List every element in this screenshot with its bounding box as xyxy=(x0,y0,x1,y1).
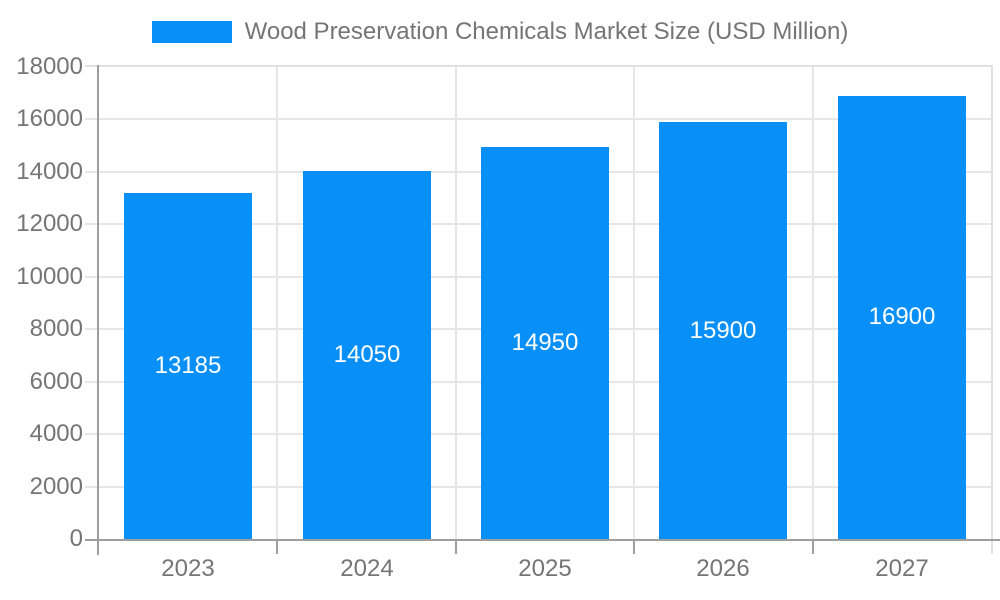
x-grid-line xyxy=(633,67,635,539)
x-tick-label: 2024 xyxy=(340,555,394,582)
x-tick xyxy=(276,541,278,554)
bar-value-label: 16900 xyxy=(868,303,936,330)
x-tick xyxy=(633,541,635,554)
bar-2025 xyxy=(481,147,609,539)
bar-2024 xyxy=(303,171,431,539)
plot-border-right xyxy=(991,65,993,554)
legend: Wood Preservation Chemicals Market Size … xyxy=(0,18,1000,46)
x-grid-line xyxy=(276,67,278,539)
legend-label: Wood Preservation Chemicals Market Size … xyxy=(244,18,849,45)
x-grid-line xyxy=(455,67,457,539)
x-axis-line xyxy=(85,539,1000,541)
y-tick-label: 2000 xyxy=(29,473,83,500)
bar-value-label: 15900 xyxy=(689,317,757,344)
y-tick-label: 0 xyxy=(69,525,83,552)
x-tick xyxy=(455,541,457,554)
y-tick-label: 18000 xyxy=(16,53,83,80)
x-tick-label: 2025 xyxy=(518,555,572,582)
plot-border-top xyxy=(85,65,993,67)
y-tick-label: 8000 xyxy=(29,315,83,342)
bar-value-label: 14950 xyxy=(511,329,579,356)
x-tick-label: 2026 xyxy=(696,555,750,582)
y-tick-label: 12000 xyxy=(16,210,83,237)
y-tick-label: 10000 xyxy=(16,263,83,290)
bar-value-label: 13185 xyxy=(154,352,222,379)
bar-2023 xyxy=(124,193,252,539)
bar-value-label: 14050 xyxy=(333,341,401,368)
bar-2026 xyxy=(659,122,787,539)
y-tick-label: 6000 xyxy=(29,368,83,395)
y-tick-label: 4000 xyxy=(29,420,83,447)
bar-2027 xyxy=(838,96,966,539)
x-tick-label: 2027 xyxy=(875,555,929,582)
y-grid-line xyxy=(85,118,991,120)
y-axis-line xyxy=(97,65,99,555)
x-tick-label: 2023 xyxy=(161,555,215,582)
x-tick xyxy=(812,541,814,554)
legend-swatch xyxy=(151,21,232,43)
y-tick-label: 14000 xyxy=(16,158,83,185)
x-grid-line xyxy=(812,67,814,539)
y-tick-label: 16000 xyxy=(16,105,83,132)
